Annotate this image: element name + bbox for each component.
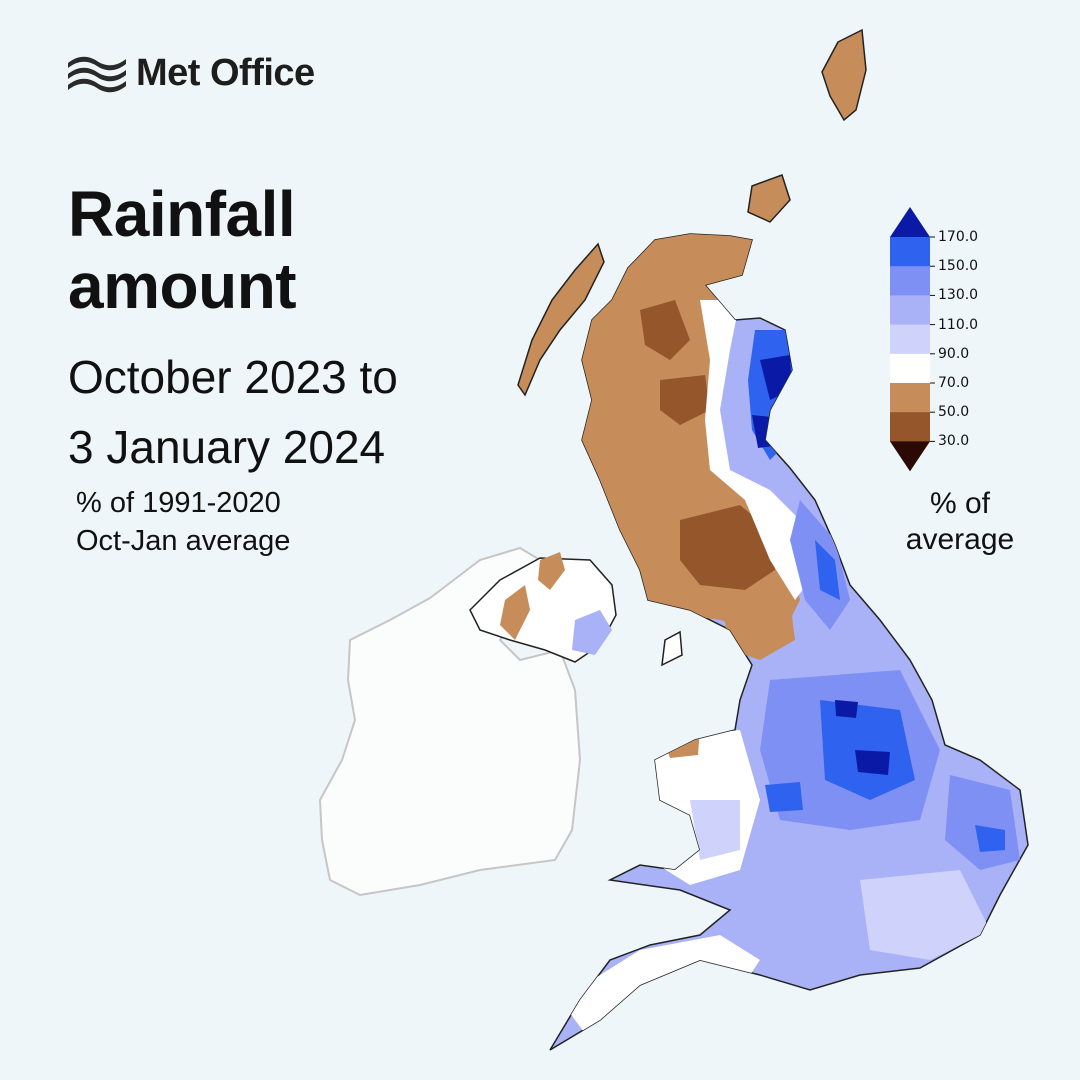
legend-bin-90-110 [890, 324, 930, 355]
derbyshire-extreme-wet [835, 700, 858, 718]
west-midlands-very-wet [765, 782, 803, 812]
shetland-islands [821, 28, 867, 122]
legend-tick-label: 50.0 [938, 404, 970, 421]
legend-bin-30-50 [890, 412, 930, 442]
legend-tick-label: 130.0 [938, 287, 979, 304]
legend-tick-label: 30.0 [938, 433, 970, 450]
met-office-logo: Met Office [66, 52, 315, 95]
north-east-england-very-wet [815, 540, 840, 600]
legend-bin-under-30 [890, 441, 930, 472]
legend-bin-150-170 [890, 237, 930, 267]
baseline-note: % of 1991-2020 Oct-Jan average [76, 484, 376, 560]
title-line-1: Rainfall [68, 178, 296, 250]
title-line-2: amount [68, 250, 297, 322]
legend-title-line-1: % of [929, 487, 991, 520]
legend-bin-50-70 [890, 383, 930, 413]
anglesey-dry [660, 728, 700, 758]
outer-hebrides [517, 242, 605, 397]
suffolk-very-wet [975, 825, 1005, 852]
date-range-line-1: October 2023 to [68, 351, 398, 403]
ni-dry-area-2 [538, 552, 565, 590]
legend-bin-70-90 [890, 353, 930, 384]
legend-bin-130-150 [890, 266, 930, 296]
cumbria-dry [720, 595, 795, 660]
wales-wet [690, 800, 740, 860]
legend-colorbar [890, 207, 935, 472]
baseline-line-2: Oct-Jan average [76, 525, 291, 557]
lincolnshire-extreme-wet [855, 750, 890, 775]
date-range: October 2023 to 3 January 2024 [68, 342, 488, 482]
baseline-line-1: % of 1991-2020 [76, 487, 281, 519]
orkney-islands [747, 174, 791, 223]
legend-tick-label: 90.0 [938, 345, 970, 362]
map-title: Rainfall amount [68, 178, 408, 322]
lincolnshire-very-wet [820, 700, 915, 800]
ireland-landmass [318, 546, 582, 897]
legend-tick-label: 150.0 [938, 258, 979, 275]
east-scotland-normal [700, 300, 810, 600]
highlands-very-dry [640, 300, 690, 360]
date-range-line-2: 3 January 2024 [68, 421, 386, 473]
legend-tick-label: 110.0 [938, 316, 979, 333]
south-east-light-wet [860, 870, 990, 960]
ni-dry-area [500, 585, 530, 640]
south-west-normal [560, 935, 760, 1040]
legend-title: % of average [880, 486, 1040, 558]
legend-tick-label: 170.0 [938, 229, 979, 245]
legend-title-line-2: average [905, 523, 1015, 556]
southern-uplands-very-dry [680, 505, 775, 590]
legend-bin-110-130 [890, 295, 930, 326]
legend-tick-label: 70.0 [938, 375, 970, 391]
isle-of-man [661, 630, 683, 667]
brand-name: Met Office [136, 52, 315, 94]
south-coast-very-wet [840, 980, 862, 998]
legend-bin-over-170 [890, 207, 930, 237]
grampian-very-dry [660, 375, 710, 425]
ni-wet-area [572, 610, 612, 655]
met-office-wave-icon [68, 56, 126, 92]
